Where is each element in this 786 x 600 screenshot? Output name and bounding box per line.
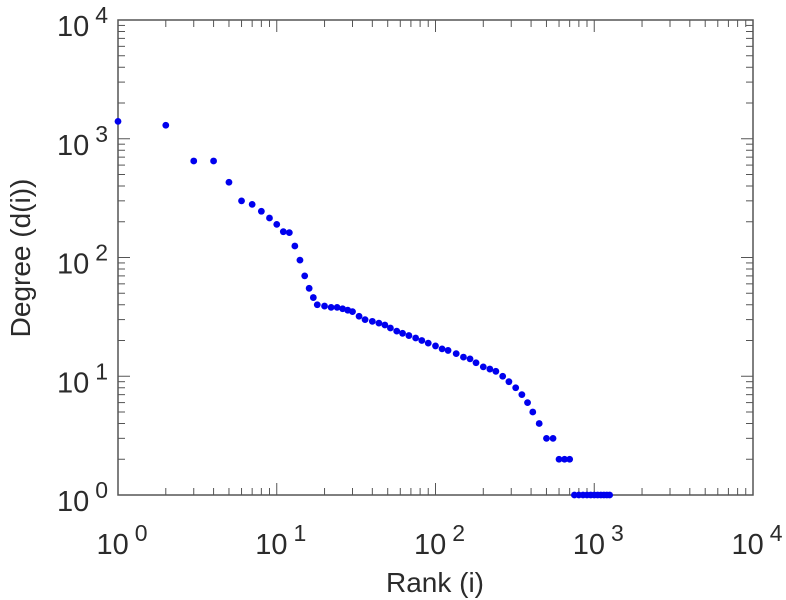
data-point <box>375 319 383 327</box>
data-point <box>512 384 520 392</box>
data-point <box>285 229 293 237</box>
data-point <box>486 365 494 373</box>
data-point <box>505 378 513 386</box>
data-point <box>355 312 363 320</box>
y-tick-label: 10 2 <box>57 240 108 281</box>
data-point <box>162 121 170 129</box>
x-tick-label: 10 4 <box>731 520 782 561</box>
y-tick-label: 10 4 <box>57 2 108 43</box>
data-point <box>405 332 413 339</box>
x-tick-labels: 10 0 10 1 10 2 10 3 10 4 <box>96 520 782 561</box>
data-point <box>266 214 273 222</box>
data-point <box>248 200 256 208</box>
x-tick-label: 10 1 <box>255 520 306 561</box>
minor-ticks <box>118 20 753 495</box>
x-tick-label: 10 2 <box>414 520 465 561</box>
data-point <box>561 455 568 463</box>
data-point <box>296 256 304 264</box>
data-point <box>349 308 356 316</box>
data-point <box>361 316 369 323</box>
data-point <box>432 342 439 350</box>
data-point <box>210 157 217 165</box>
data-point <box>368 317 376 325</box>
x-axis-label: Rank (i) <box>386 567 484 598</box>
data-point <box>387 324 394 332</box>
y-tick-label: 10 1 <box>57 358 108 399</box>
data-point <box>305 284 313 292</box>
data-point <box>399 329 406 337</box>
data-point <box>499 372 507 380</box>
data-point <box>393 327 401 335</box>
data-point <box>321 302 328 310</box>
data-point <box>418 337 426 344</box>
data-point <box>279 228 287 236</box>
data-point <box>479 363 487 371</box>
x-tick-label: 10 3 <box>573 520 624 561</box>
plot-frame <box>117 19 754 496</box>
y-tick-label: 10 0 <box>57 477 108 518</box>
data-point <box>543 434 550 442</box>
data-point <box>273 220 281 228</box>
data-point <box>327 304 335 311</box>
data-point <box>472 359 480 367</box>
x-tick-label: 10 0 <box>96 520 147 561</box>
data-point <box>466 355 474 363</box>
data-point <box>492 367 500 375</box>
data-point <box>313 301 321 309</box>
data-point <box>452 350 460 358</box>
data-point <box>438 345 446 353</box>
data-points <box>114 117 614 499</box>
data-point <box>114 117 122 125</box>
data-point <box>555 455 563 463</box>
data-point <box>566 455 574 463</box>
data-point <box>257 207 265 215</box>
data-point <box>238 197 245 205</box>
data-point <box>460 353 467 361</box>
y-axis-label: Degree (d(i)) <box>5 179 36 338</box>
data-point <box>225 178 233 186</box>
data-point <box>524 399 531 406</box>
data-point <box>529 408 537 416</box>
data-point <box>301 272 309 280</box>
data-point <box>444 347 452 354</box>
data-point <box>606 491 614 499</box>
data-point <box>412 334 420 342</box>
data-point <box>309 294 317 301</box>
data-point <box>549 434 557 442</box>
y-tick-label: 10 3 <box>57 121 108 162</box>
data-point <box>339 305 347 313</box>
data-point <box>291 242 299 250</box>
data-point <box>190 157 198 165</box>
data-point <box>424 339 432 347</box>
data-point <box>333 304 341 311</box>
data-point <box>381 321 389 329</box>
data-point <box>535 420 543 427</box>
data-point <box>518 391 526 399</box>
